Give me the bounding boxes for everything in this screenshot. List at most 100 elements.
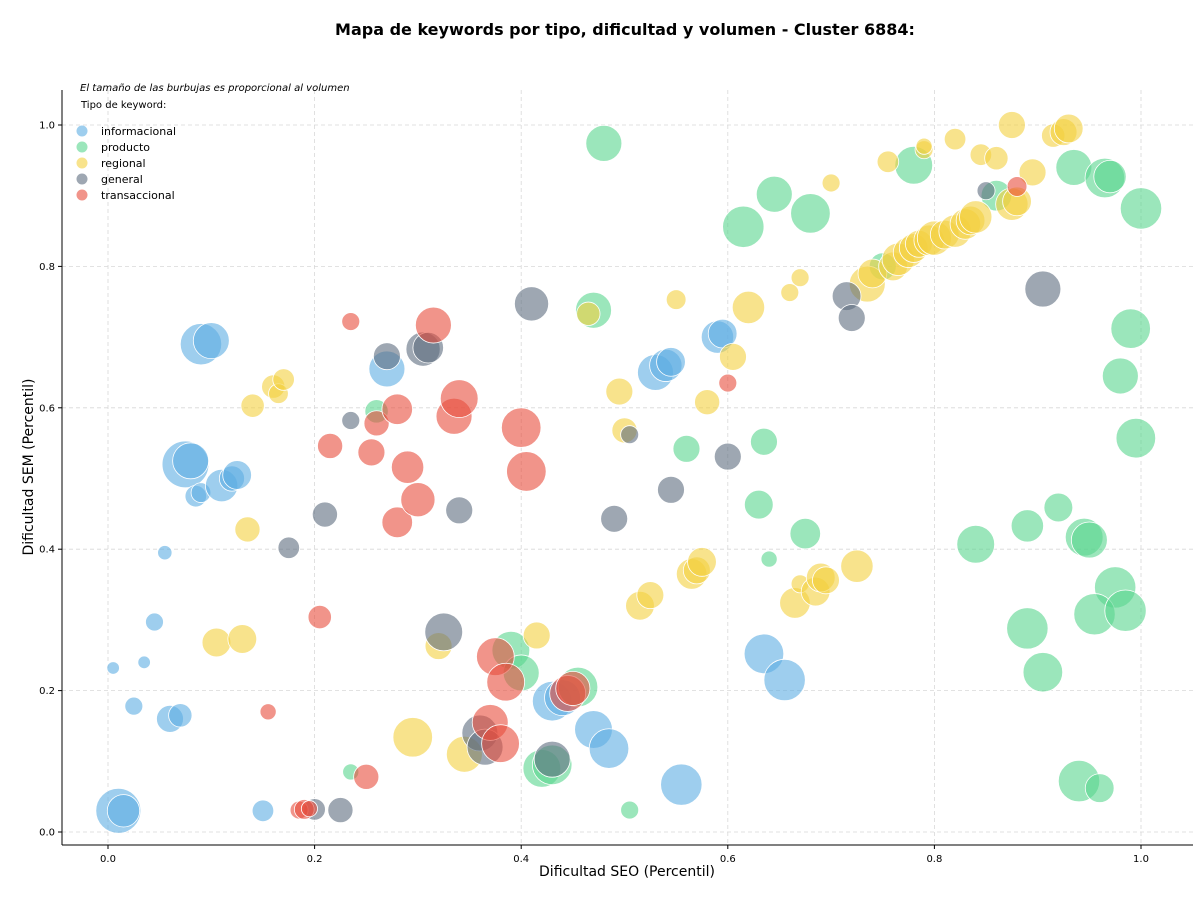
bubble-general [837, 304, 866, 332]
bubble-producto [1115, 418, 1157, 459]
bubble-producto [789, 517, 821, 550]
bubble-transaccional [381, 393, 413, 425]
legend-marker-transaccional [76, 189, 88, 201]
bubble-producto [743, 489, 774, 520]
bubble-producto [755, 175, 793, 213]
y-tick-label: 0.6 [39, 403, 55, 414]
bubble-informacional [124, 696, 144, 716]
x-tick-label: 0.8 [926, 854, 942, 865]
bubble-producto [722, 205, 765, 248]
bubble-regional [984, 146, 1009, 171]
legend-label-regional: regional [101, 157, 146, 170]
bubble-general [424, 612, 464, 652]
bubble-transaccional [555, 670, 591, 706]
x-tick-label: 0.0 [100, 854, 116, 865]
bubble-transaccional [414, 306, 452, 344]
ticks: 0.0 0.2 0.4 0.6 0.8 1.0 0.0 0.2 0.4 0.6 0.8 1.0 [39, 121, 1149, 866]
bubble-producto [1110, 308, 1151, 349]
bubble-transaccional [353, 763, 380, 790]
bubble-regional [240, 393, 265, 418]
bubble-producto [1093, 160, 1127, 194]
bubble-informacional [222, 460, 252, 490]
bubble-general [533, 740, 571, 778]
bubble-informacional [656, 347, 686, 377]
bubble-informacional [660, 763, 703, 806]
bubble-regional [780, 283, 800, 302]
bubble-regional [392, 717, 433, 758]
bubble-general [713, 442, 742, 471]
bubble-producto [790, 193, 831, 234]
bubble-regional [1018, 158, 1047, 187]
bubble-general [373, 342, 401, 371]
bubble-informacional [145, 612, 164, 632]
bubble-regional [812, 566, 840, 595]
legend-marker-producto [76, 141, 88, 153]
legend-label-transaccional: transaccional [101, 189, 175, 202]
bubble-regional [943, 127, 967, 151]
x-tick-label: 0.4 [513, 854, 529, 865]
bubble-regional [959, 200, 993, 234]
bubble-informacional [106, 661, 120, 675]
bubble-producto [672, 434, 701, 463]
bubble-informacional [106, 794, 141, 828]
bubble-regional [605, 377, 634, 406]
legend-marker-regional [76, 157, 88, 169]
legend: El tamaño de las burbujas es proporciona… [76, 83, 350, 202]
bubble-transaccional [390, 450, 425, 484]
bubble-informacional [157, 545, 173, 561]
bubble-general [600, 504, 629, 533]
legend-label-informacional: informacional [101, 125, 176, 138]
bubble-producto [1010, 509, 1044, 543]
x-tick-label: 1.0 [1133, 854, 1149, 865]
legend-marker-general [76, 173, 88, 185]
bubble-transaccional [486, 662, 526, 702]
bubble-transaccional [1006, 176, 1028, 197]
bubble-transaccional [300, 800, 318, 818]
bubble-transaccional [259, 703, 277, 721]
bubble-general [657, 475, 685, 504]
bubble-producto [750, 427, 778, 456]
bubble-general [277, 536, 300, 559]
bubble-regional [227, 624, 258, 654]
bubble-regional [997, 111, 1026, 139]
bubble-producto [1101, 357, 1139, 395]
bubble-producto [1022, 652, 1064, 693]
bubble-transaccional [506, 451, 547, 492]
bubble-informacional [172, 442, 210, 480]
legend-label-general: general [101, 173, 143, 186]
y-tick-label: 0.8 [39, 262, 55, 273]
bubble-regional [234, 516, 261, 543]
bubble-producto [956, 524, 996, 564]
chart-title: Mapa de keywords por tipo, dificultad y … [335, 20, 915, 39]
bubble-regional [719, 342, 747, 371]
y-tick-label: 1.0 [39, 121, 55, 132]
bubble-transaccional [439, 379, 479, 418]
y-tick-label: 0.2 [39, 686, 55, 697]
bubble-informacional [137, 655, 151, 670]
x-tick-label: 0.2 [307, 854, 323, 865]
bubble-informacional [251, 799, 275, 822]
bubble-regional [790, 268, 810, 288]
bubble-regional [915, 137, 933, 155]
bubble-regional [636, 581, 665, 610]
bubble-general [976, 181, 996, 201]
bubble-producto [1104, 589, 1147, 632]
bubble-general [620, 425, 640, 445]
bubble-informacional [588, 728, 630, 769]
bubble-producto [1070, 521, 1108, 559]
bubble-producto [760, 550, 778, 568]
bubble-transaccional [481, 724, 520, 763]
bubble-producto [1119, 187, 1163, 230]
bubble-regional [522, 621, 551, 650]
bubble-transaccional [363, 410, 390, 437]
bubble-general [1024, 270, 1062, 308]
bubble-informacional [192, 322, 230, 360]
bubble-producto [1084, 773, 1115, 803]
bubble-regional [731, 290, 766, 325]
bubble-regional [687, 547, 717, 577]
bubbles [95, 111, 1163, 834]
bubble-informacional [168, 703, 193, 728]
bubble-regional [1053, 113, 1084, 144]
bubble-transaccional [718, 373, 738, 393]
bubble-producto [1006, 607, 1049, 650]
